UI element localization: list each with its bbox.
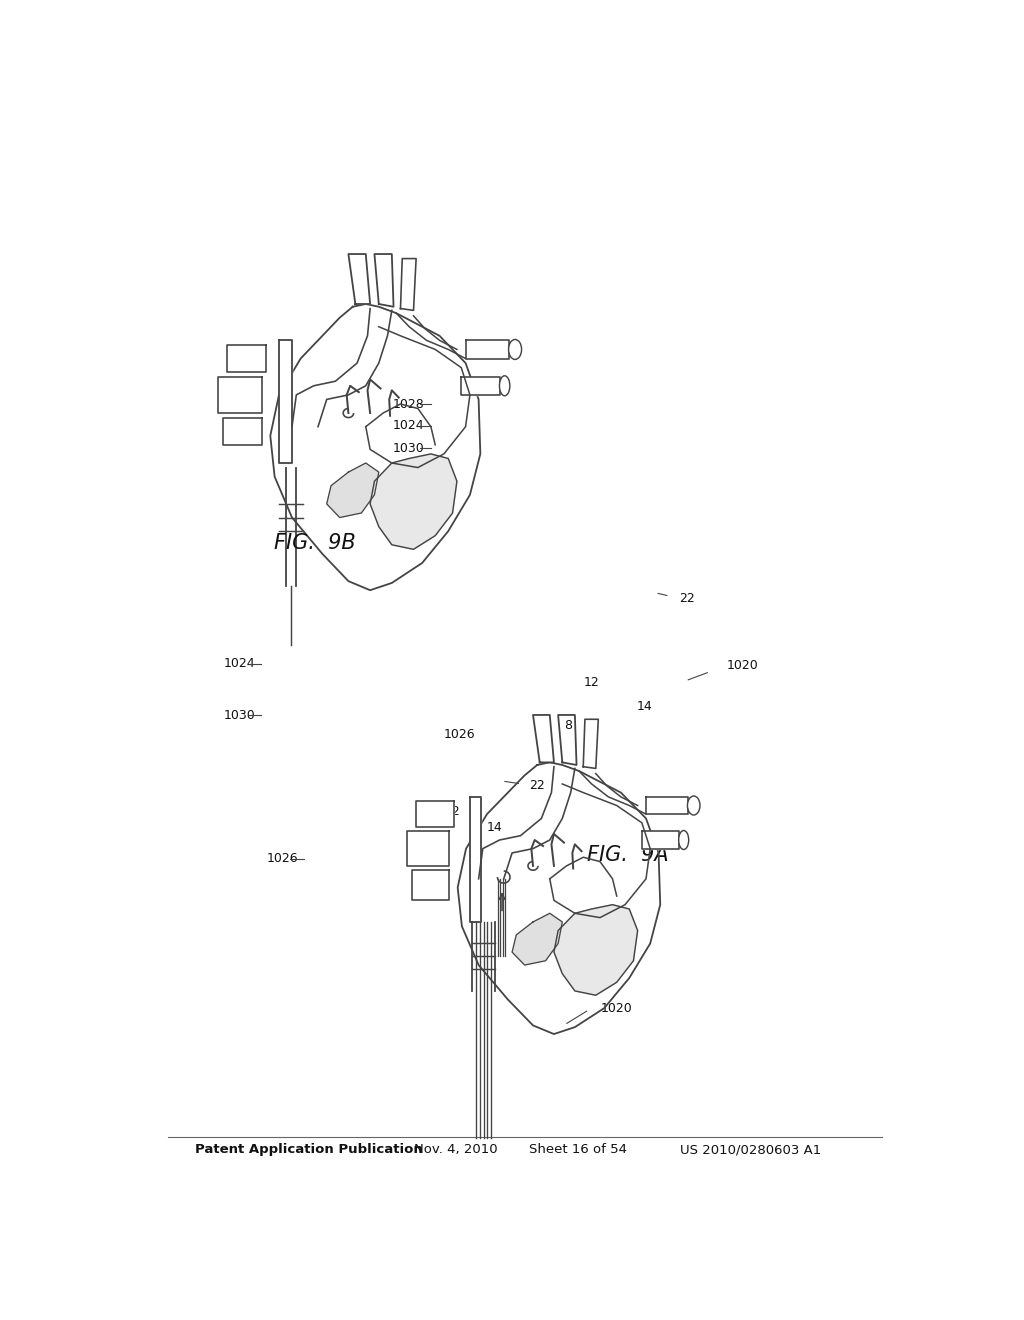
Text: 1020: 1020 xyxy=(726,659,758,672)
Polygon shape xyxy=(646,797,688,814)
Text: 8: 8 xyxy=(431,837,439,850)
Text: 8: 8 xyxy=(563,719,571,733)
Text: 1030: 1030 xyxy=(393,442,425,454)
Polygon shape xyxy=(218,376,261,413)
Text: Sheet 16 of 54: Sheet 16 of 54 xyxy=(528,1143,627,1156)
Text: Nov. 4, 2010: Nov. 4, 2010 xyxy=(414,1143,498,1156)
Polygon shape xyxy=(327,463,379,517)
Polygon shape xyxy=(348,253,370,304)
Ellipse shape xyxy=(679,830,689,850)
Polygon shape xyxy=(458,763,660,1034)
Polygon shape xyxy=(558,715,577,766)
Polygon shape xyxy=(400,259,416,310)
Polygon shape xyxy=(286,467,296,586)
Polygon shape xyxy=(554,904,638,995)
Text: 1024: 1024 xyxy=(223,657,255,671)
Text: FIG.  9B: FIG. 9B xyxy=(273,532,355,553)
Text: 12: 12 xyxy=(584,676,599,689)
Text: 14: 14 xyxy=(637,700,652,713)
Polygon shape xyxy=(534,715,554,763)
Ellipse shape xyxy=(500,376,510,396)
Text: 12: 12 xyxy=(444,805,461,818)
Polygon shape xyxy=(408,832,450,866)
Polygon shape xyxy=(642,832,680,849)
Polygon shape xyxy=(412,870,450,900)
Text: 1030: 1030 xyxy=(223,709,255,722)
Text: US 2010/0280603 A1: US 2010/0280603 A1 xyxy=(680,1143,821,1156)
Text: 1026: 1026 xyxy=(443,729,475,742)
Text: 1020: 1020 xyxy=(600,1002,632,1015)
Polygon shape xyxy=(466,341,509,359)
Polygon shape xyxy=(227,345,266,372)
Text: 14: 14 xyxy=(486,821,503,834)
Ellipse shape xyxy=(687,796,700,814)
Text: Patent Application Publication: Patent Application Publication xyxy=(196,1143,423,1156)
Polygon shape xyxy=(584,719,598,768)
Polygon shape xyxy=(470,797,481,921)
Polygon shape xyxy=(461,376,501,395)
Polygon shape xyxy=(375,253,393,306)
Polygon shape xyxy=(512,913,562,965)
Polygon shape xyxy=(222,417,261,445)
Polygon shape xyxy=(416,801,454,828)
Text: 22: 22 xyxy=(679,591,694,605)
Ellipse shape xyxy=(509,339,521,359)
Text: 1024: 1024 xyxy=(393,420,425,432)
Text: 1028: 1028 xyxy=(393,397,425,411)
Text: 1026: 1026 xyxy=(267,853,299,865)
Polygon shape xyxy=(370,454,457,549)
Text: FIG.  9A: FIG. 9A xyxy=(587,845,669,865)
Polygon shape xyxy=(279,341,292,463)
Polygon shape xyxy=(270,304,480,590)
Text: 22: 22 xyxy=(528,779,545,792)
